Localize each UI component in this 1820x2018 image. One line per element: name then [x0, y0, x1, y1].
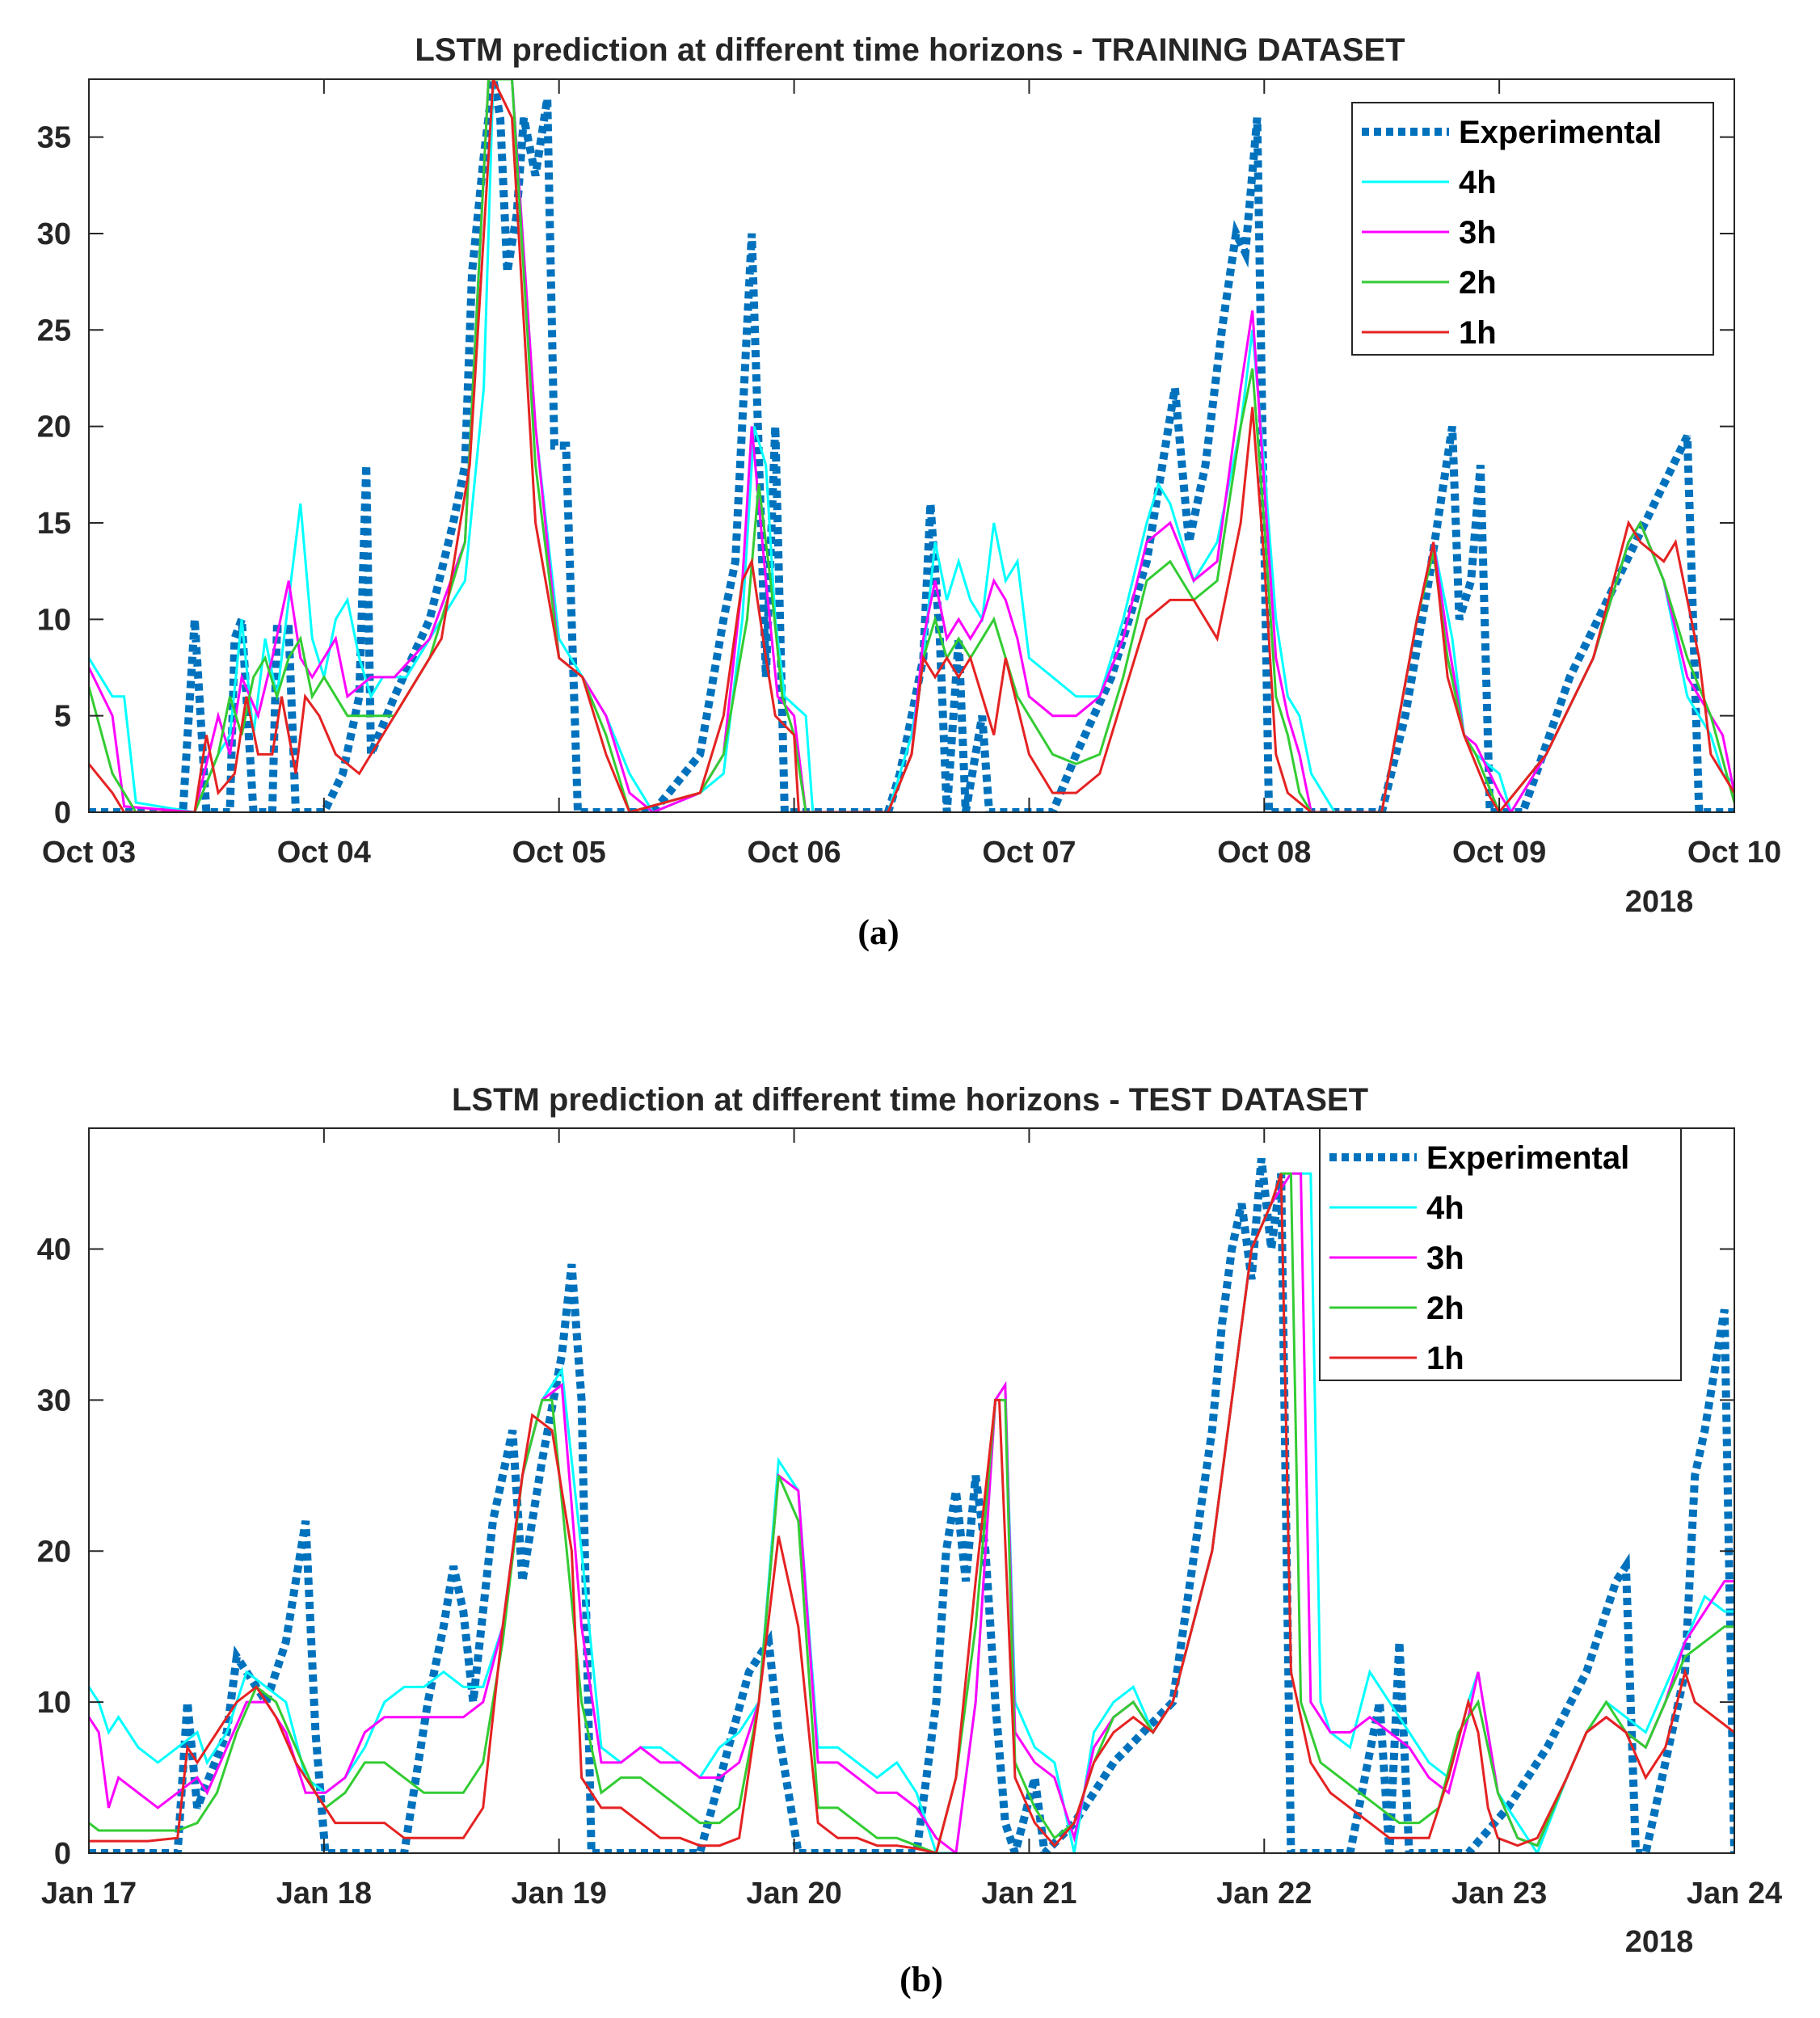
- y-tick-label: 30: [37, 217, 71, 251]
- x-tick-label: Oct 10: [1687, 836, 1781, 870]
- legend-label-3h: 3h: [1426, 1241, 1464, 1276]
- y-tick-label: 25: [37, 314, 71, 348]
- legend: Experimental 4h 3h 2h 1h: [1319, 1127, 1682, 1381]
- series-line-3h: [89, 79, 1734, 812]
- legend-label-4h: 4h: [1459, 165, 1497, 200]
- y-tick-label: 40: [37, 1233, 71, 1267]
- series-line-experimental: [89, 79, 1734, 812]
- series-line-3h: [89, 1172, 1734, 1853]
- x-tick-label: Jan 17: [41, 1877, 137, 1911]
- y-tick-label: 5: [54, 700, 71, 734]
- legend-label-2h: 2h: [1459, 265, 1497, 301]
- x-tick-label: Oct 07: [982, 836, 1076, 870]
- y-tick-label: 0: [54, 796, 71, 830]
- chart-title: LSTM prediction at different time horizo…: [415, 32, 1405, 68]
- year-label: 2018: [1625, 1925, 1694, 1959]
- x-tick-label: Oct 09: [1452, 836, 1546, 870]
- chart-training: LSTM prediction at different time horizo…: [37, 32, 1781, 952]
- y-tick-label: 0: [54, 1837, 71, 1871]
- plot-frame: [88, 1127, 1735, 1854]
- legend-label-experimental: Experimental: [1459, 115, 1662, 150]
- x-tick-label: Oct 04: [277, 836, 371, 870]
- legend-label-3h: 3h: [1459, 215, 1497, 251]
- x-tick-label: Jan 18: [276, 1877, 372, 1911]
- y-tick-label: 10: [37, 1686, 71, 1720]
- x-tick-label: Oct 03: [42, 836, 136, 870]
- legend-box: [1319, 1127, 1682, 1381]
- caption: (a): [857, 912, 899, 952]
- series-line-experimental: [89, 1157, 1734, 1853]
- x-tick-label: Jan 23: [1451, 1877, 1547, 1911]
- y-tick-label: 15: [37, 507, 71, 541]
- x-tick-label: Oct 05: [512, 836, 606, 870]
- y-tick-label: 20: [37, 411, 71, 444]
- legend-label-1h: 1h: [1426, 1341, 1464, 1376]
- year-label: 2018: [1625, 885, 1694, 919]
- series-line-1h: [89, 79, 1734, 812]
- legend-label-4h: 4h: [1426, 1190, 1464, 1226]
- y-tick-label: 10: [37, 603, 71, 637]
- x-tick-label: Oct 08: [1217, 836, 1311, 870]
- y-tick-label: 35: [37, 121, 71, 155]
- x-tick-label: Jan 20: [746, 1877, 841, 1911]
- x-axis: Jan 17 Jan 18 Jan 19 Jan 20 Jan 21 Jan 22 Jan …: [41, 1128, 1782, 1911]
- x-tick-label: Jan 24: [1687, 1877, 1782, 1911]
- y-tick-label: 20: [37, 1535, 71, 1569]
- series-line-2h: [89, 1172, 1734, 1853]
- plot-area: [89, 79, 1734, 812]
- plot-frame: [88, 78, 1735, 813]
- legend-label-experimental: Experimental: [1426, 1140, 1629, 1176]
- x-tick-label: Jan 21: [981, 1877, 1076, 1911]
- plot-area: [89, 1157, 1734, 1853]
- x-tick-label: Oct 06: [747, 836, 840, 870]
- legend-box: [1351, 102, 1714, 356]
- chart-test: LSTM prediction at different time horizo…: [37, 1082, 1782, 1999]
- x-tick-label: Jan 22: [1216, 1877, 1312, 1911]
- y-tick-label: 30: [37, 1384, 71, 1418]
- legend-label-1h: 1h: [1459, 315, 1497, 351]
- x-axis: Oct 03 Oct 04 Oct 05 Oct 06 Oct 07 Oct 08 Oct …: [42, 79, 1781, 870]
- series-line-1h: [89, 1173, 1734, 1853]
- legend: Experimental 4h 3h 2h 1h: [1351, 102, 1714, 356]
- y-axis: 0 5 10 15 20 25 30 35: [37, 121, 1734, 830]
- chart-title: LSTM prediction at different time horizo…: [452, 1082, 1368, 1118]
- legend-label-2h: 2h: [1426, 1291, 1464, 1326]
- y-axis: 0 10 20 30 40: [37, 1233, 1734, 1871]
- x-tick-label: Jan 19: [512, 1877, 607, 1911]
- caption: (b): [899, 1960, 943, 1999]
